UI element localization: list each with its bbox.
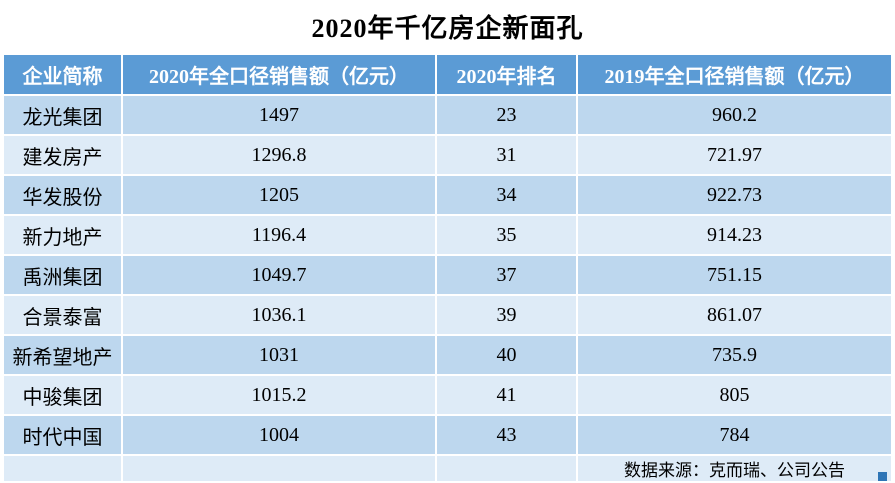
sales-2020-cell: 1049.7 <box>123 256 435 294</box>
sales-2019-cell: 960.2 <box>578 96 891 134</box>
table-row: 龙光集团 1497 23 960.2 <box>4 96 891 134</box>
sales-2019-cell: 735.9 <box>578 336 891 374</box>
sales-2020-cell: 1205 <box>123 176 435 214</box>
rank-cell: 35 <box>437 216 576 254</box>
company-cell: 龙光集团 <box>4 96 121 134</box>
company-cell: 建发房产 <box>4 136 121 174</box>
company-cell: 合景泰富 <box>4 296 121 334</box>
company-cell: 中骏集团 <box>4 376 121 414</box>
page-title: 2020年千亿房企新面孔 <box>311 14 584 43</box>
rank-cell: 23 <box>437 96 576 134</box>
sales-2020-cell: 1015.2 <box>123 376 435 414</box>
sales-2019-cell: 784 <box>578 416 891 454</box>
header-sales-2019: 2019年全口径销售额（亿元） <box>578 55 891 94</box>
header-rank-2020: 2020年排名 <box>437 55 576 94</box>
rank-cell: 34 <box>437 176 576 214</box>
header-company: 企业简称 <box>4 55 121 94</box>
sales-2019-cell: 805 <box>578 376 891 414</box>
header-sales-2020: 2020年全口径销售额（亿元） <box>123 55 435 94</box>
companies-table: 企业简称 2020年全口径销售额（亿元） 2020年排名 2019年全口径销售额… <box>2 53 893 483</box>
data-source-note: 数据来源：克而瑞、公司公告 <box>578 456 891 481</box>
rank-cell: 39 <box>437 296 576 334</box>
rank-cell: 37 <box>437 256 576 294</box>
table-row: 新力地产 1196.4 35 914.23 <box>4 216 891 254</box>
company-cell: 时代中国 <box>4 416 121 454</box>
rank-cell: 41 <box>437 376 576 414</box>
company-cell: 华发股份 <box>4 176 121 214</box>
sales-2020-cell: 1296.8 <box>123 136 435 174</box>
empty-cell <box>123 456 435 481</box>
sales-2020-cell: 1031 <box>123 336 435 374</box>
empty-cell <box>4 456 121 481</box>
header-row: 企业简称 2020年全口径销售额（亿元） 2020年排名 2019年全口径销售额… <box>4 55 891 94</box>
company-cell: 新力地产 <box>4 216 121 254</box>
sales-2020-cell: 1196.4 <box>123 216 435 254</box>
table-row: 合景泰富 1036.1 39 861.07 <box>4 296 891 334</box>
sales-2020-cell: 1036.1 <box>123 296 435 334</box>
table-row: 禹洲集团 1049.7 37 751.15 <box>4 256 891 294</box>
source-row: 数据来源：克而瑞、公司公告 <box>4 456 891 481</box>
sales-2020-cell: 1004 <box>123 416 435 454</box>
sales-2019-cell: 922.73 <box>578 176 891 214</box>
sales-2020-cell: 1497 <box>123 96 435 134</box>
rank-cell: 40 <box>437 336 576 374</box>
table-row: 中骏集团 1015.2 41 805 <box>4 376 891 414</box>
table-row: 时代中国 1004 43 784 <box>4 416 891 454</box>
table-header: 企业简称 2020年全口径销售额（亿元） 2020年排名 2019年全口径销售额… <box>4 55 891 94</box>
sales-2019-cell: 861.07 <box>578 296 891 334</box>
table-row: 建发房产 1296.8 31 721.97 <box>4 136 891 174</box>
table-row: 新希望地产 1031 40 735.9 <box>4 336 891 374</box>
company-cell: 新希望地产 <box>4 336 121 374</box>
sales-2019-cell: 914.23 <box>578 216 891 254</box>
company-cell: 禹洲集团 <box>4 256 121 294</box>
sales-2019-cell: 751.15 <box>578 256 891 294</box>
rank-cell: 43 <box>437 416 576 454</box>
empty-cell <box>437 456 576 481</box>
rank-cell: 31 <box>437 136 576 174</box>
corner-handle-square <box>878 472 887 481</box>
sales-2019-cell: 721.97 <box>578 136 891 174</box>
table-row: 华发股份 1205 34 922.73 <box>4 176 891 214</box>
title-bar: 2020年千亿房企新面孔 <box>0 0 895 53</box>
